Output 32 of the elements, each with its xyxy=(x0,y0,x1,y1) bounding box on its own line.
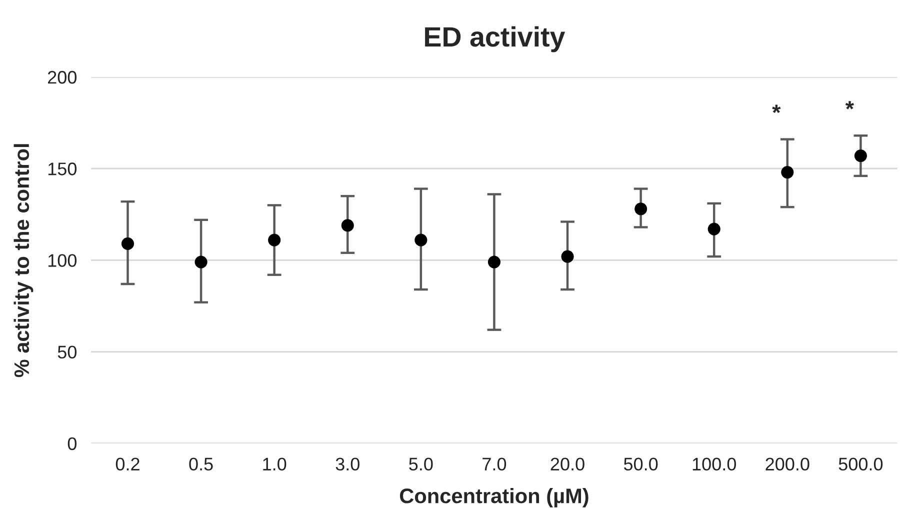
x-tick-label: 3.0 xyxy=(336,458,360,471)
y-tick-label: 0 xyxy=(68,437,77,450)
point xyxy=(634,202,648,216)
point xyxy=(268,234,281,246)
x-tick-label: 0.5 xyxy=(189,458,213,471)
point xyxy=(708,222,720,236)
point xyxy=(854,149,867,162)
y-tick-label: 50 xyxy=(58,346,77,359)
x-tick-label: 200.0 xyxy=(766,458,810,471)
x-tick-label: 20.0 xyxy=(550,458,584,471)
point xyxy=(488,256,500,268)
x-tick-label: 0.2 xyxy=(116,458,140,471)
x-tick-label: 100.0 xyxy=(692,458,736,471)
y-tick-label: 150 xyxy=(48,162,77,176)
x-tick-label: 7.0 xyxy=(482,458,506,471)
annotation: * xyxy=(845,101,854,110)
point xyxy=(194,256,208,268)
y-tick-label: 200 xyxy=(48,70,77,84)
x-tick-label: 1.0 xyxy=(263,458,286,471)
x-axis-title: Concentration (µM) xyxy=(400,488,588,508)
annotation: * xyxy=(772,104,781,114)
point xyxy=(414,234,428,246)
point xyxy=(341,219,354,232)
point xyxy=(781,166,794,179)
x-tick-label: 500.0 xyxy=(838,458,883,471)
point xyxy=(561,250,574,263)
y-tick-label: 100 xyxy=(48,254,77,267)
y-axis-title: % activity to the control xyxy=(14,144,34,378)
x-tick-label: 5.0 xyxy=(409,458,433,471)
chart-title: ED activity xyxy=(425,26,566,52)
x-tick-label: 50.0 xyxy=(624,458,658,471)
point xyxy=(121,237,134,250)
